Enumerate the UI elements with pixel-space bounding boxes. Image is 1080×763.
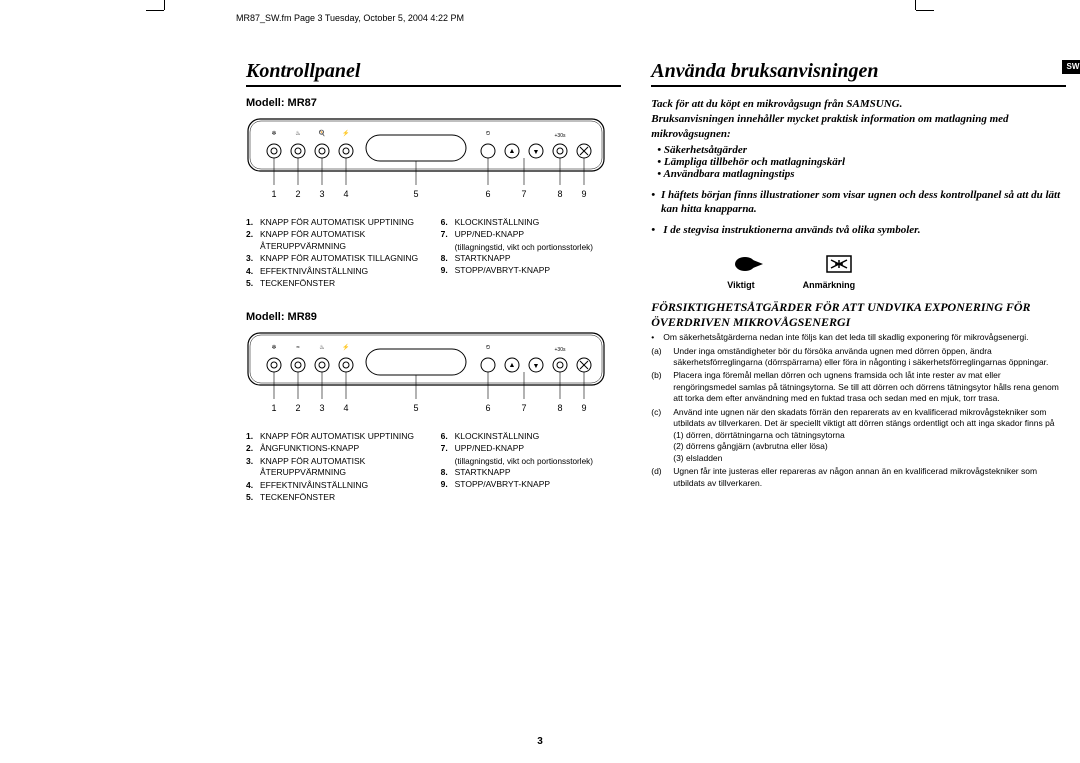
warning-title: FÖRSIKTIGHETSÅTGÄRDER FÖR ATT UNDVIKA EX… — [651, 300, 1066, 330]
svg-text:▼: ▼ — [533, 149, 540, 156]
control-panel-diagram-mr87: ❄ ♨ 🍳 ⚡ ⏲ ▲ ▼ +30s — [246, 117, 621, 209]
svg-text:5: 5 — [413, 189, 418, 199]
svg-text:1: 1 — [271, 189, 276, 199]
svg-text:⏲: ⏲ — [486, 345, 491, 351]
svg-text:⚡: ⚡ — [342, 129, 349, 137]
svg-text:+30s: +30s — [555, 133, 566, 139]
warning-item: (a)Under inga omständigheter bör du förs… — [651, 346, 1066, 369]
svg-text:5: 5 — [413, 403, 418, 413]
legend-item: 3.KNAPP FÖR AUTOMATISK ÅTERUPPVÄRMNING — [246, 456, 427, 479]
legend-item: 1.KNAPP FÖR AUTOMATISK UPPTINING — [246, 217, 427, 228]
left-column: Kontrollpanel Modell: MR87 ❄ ♨ 🍳 ⚡ — [246, 60, 621, 525]
legend-item: 8.STARTKNAPP — [441, 467, 622, 478]
svg-text:6: 6 — [485, 189, 490, 199]
svg-text:3: 3 — [319, 403, 324, 413]
language-tab: SW — [1062, 60, 1080, 74]
page-header: MR87_SW.fm Page 3 Tuesday, October 5, 20… — [236, 13, 464, 23]
legend-item: 2.KNAPP FÖR AUTOMATISK ÅTERUPPVÄRMNING — [246, 229, 427, 252]
legend-item: 2.ÅNGFUNKTIONS-KNAPP — [246, 443, 427, 454]
svg-text:7: 7 — [521, 403, 526, 413]
bullet-3: Användbara matlagningstips — [657, 168, 1066, 180]
legend-mr87: 1.KNAPP FÖR AUTOMATISK UPPTINING2.KNAPP … — [246, 217, 621, 291]
svg-text:▲: ▲ — [509, 148, 516, 155]
warning-subitem: (1) dörren, dörrtätningarna och tätnings… — [651, 430, 1066, 441]
section-title-right: Använda bruksanvisningen — [651, 60, 1066, 87]
legend-subtext: (tillagningstid, vikt och portionsstorle… — [441, 242, 622, 253]
para-1: •I häftets början finns illustrationer s… — [651, 188, 1066, 218]
control-panel-diagram-mr89: ❄ ≈ ♨ ⚡ ⏲ ▲ ▼ +30s — [246, 331, 621, 423]
important-icon — [731, 252, 765, 276]
svg-text:❄: ❄ — [271, 130, 276, 137]
symbol-row — [731, 252, 1066, 276]
svg-text:9: 9 — [581, 189, 586, 199]
svg-text:🍳: 🍳 — [318, 129, 325, 137]
right-column: SW Använda bruksanvisningen Tack för att… — [651, 60, 1066, 525]
model-label-mr87: Modell: MR87 — [246, 97, 621, 109]
warning-item: (c)Använd inte ugnen när den skadats för… — [651, 407, 1066, 430]
svg-text:♨: ♨ — [295, 130, 300, 137]
legend-item: 6.KLOCKINSTÄLLNING — [441, 217, 622, 228]
svg-text:1: 1 — [271, 403, 276, 413]
svg-text:8: 8 — [557, 189, 562, 199]
svg-text:2: 2 — [295, 403, 300, 413]
warning-intro: Om säkerhetsåtgärderna nedan inte följs … — [663, 332, 1028, 343]
legend-item: 5.TECKENFÖNSTER — [246, 278, 427, 289]
svg-text:2: 2 — [295, 189, 300, 199]
note-icon — [825, 252, 855, 276]
svg-text:▼: ▼ — [533, 363, 540, 370]
legend-item: 3.KNAPP FÖR AUTOMATISK TILLAGNING — [246, 253, 427, 264]
legend-item: 7.UPP/NED-KNAPP — [441, 229, 622, 240]
legend-item: 4.EFFEKTNIVÅINSTÄLLNING — [246, 480, 427, 491]
warning-subitem: (2) dörrens gångjärn (avbrutna eller lös… — [651, 441, 1066, 452]
legend-item: 4.EFFEKTNIVÅINSTÄLLNING — [246, 266, 427, 277]
legend-subtext: (tillagningstid, vikt och portionsstorle… — [441, 456, 622, 467]
legend-item: 7.UPP/NED-KNAPP — [441, 443, 622, 454]
svg-text:9: 9 — [581, 403, 586, 413]
section-title-left: Kontrollpanel — [246, 60, 621, 87]
label-important: Viktigt — [727, 280, 754, 290]
legend-item: 9.STOPP/AVBRYT-KNAPP — [441, 265, 622, 276]
bullet-2: Lämpliga tillbehör och matlagningskärl — [657, 156, 1066, 168]
svg-text:⏲: ⏲ — [486, 131, 491, 137]
warning-body: •Om säkerhetsåtgärderna nedan inte följs… — [651, 332, 1066, 489]
legend-item: 5.TECKENFÖNSTER — [246, 492, 427, 503]
legend-item: 1.KNAPP FÖR AUTOMATISK UPPTINING — [246, 431, 427, 442]
para-2: •I de stegvisa instruktionerna används t… — [651, 223, 1066, 238]
svg-text:4: 4 — [343, 189, 348, 199]
symbol-labels: Viktigt Anmärkning — [727, 280, 1066, 290]
page-number: 3 — [537, 736, 543, 747]
legend-item: 6.KLOCKINSTÄLLNING — [441, 431, 622, 442]
intro-line-2: Bruksanvisningen innehåller mycket prakt… — [651, 112, 1066, 142]
svg-text:3: 3 — [319, 189, 324, 199]
intro-bullets: Säkerhetsåtgärder Lämpliga tillbehör och… — [657, 144, 1066, 180]
svg-text:♨: ♨ — [319, 344, 324, 351]
intro-line-1: Tack för att du köpt en mikrovågsugn frå… — [651, 97, 1066, 112]
legend-item: 9.STOPP/AVBRYT-KNAPP — [441, 479, 622, 490]
svg-text:❄: ❄ — [271, 344, 276, 351]
bullet-1: Säkerhetsåtgärder — [657, 144, 1066, 156]
svg-text:7: 7 — [521, 189, 526, 199]
warning-subitem: (3) elsladden — [651, 453, 1066, 464]
legend-item: 8.STARTKNAPP — [441, 253, 622, 264]
svg-text:4: 4 — [343, 403, 348, 413]
legend-mr89: 1.KNAPP FÖR AUTOMATISK UPPTINING2.ÅNGFUN… — [246, 431, 621, 505]
svg-text:⚡: ⚡ — [342, 343, 349, 351]
svg-text:8: 8 — [557, 403, 562, 413]
warning-item: (b)Placera inga föremål mellan dörren oc… — [651, 370, 1066, 404]
warning-item: (d)Ugnen får inte justeras eller reparer… — [651, 466, 1066, 489]
svg-text:▲: ▲ — [509, 362, 516, 369]
svg-text:+30s: +30s — [555, 347, 566, 353]
svg-text:6: 6 — [485, 403, 490, 413]
label-note: Anmärkning — [803, 280, 856, 290]
model-label-mr89: Modell: MR89 — [246, 311, 621, 323]
